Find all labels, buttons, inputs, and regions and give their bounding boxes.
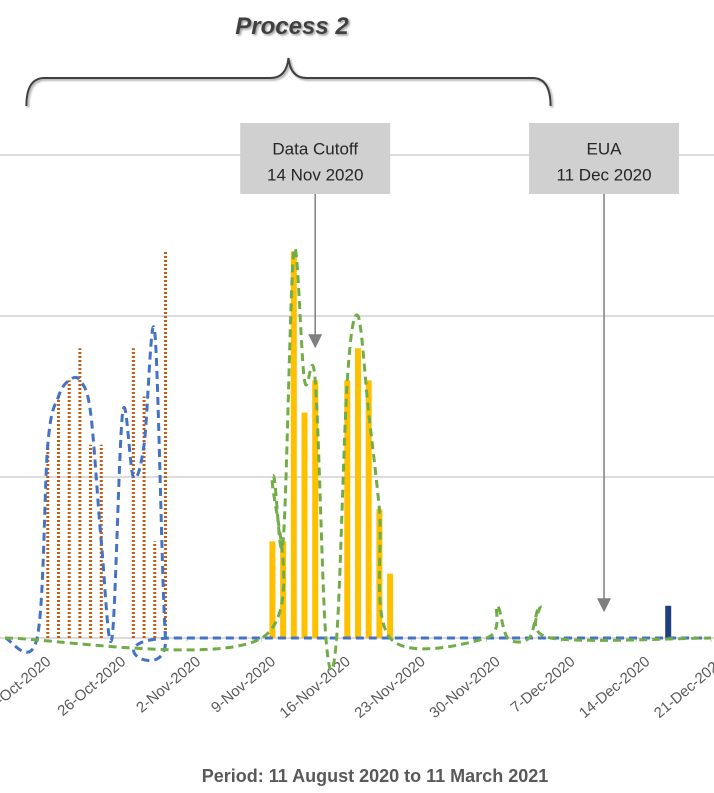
x-tick-label: 9-Nov-2020 <box>208 653 279 716</box>
x-tick-label: 2-Nov-2020 <box>133 653 204 716</box>
chart-title: Process 2 <box>235 13 349 40</box>
annotation-box <box>529 123 680 194</box>
x-tick-label: 19-Oct-2020 <box>0 653 54 720</box>
x-axis-label: Period: 11 August 2020 to 11 March 2021 <box>202 766 548 786</box>
bar <box>269 541 276 638</box>
x-tick-label: 14-Dec-2020 <box>576 653 653 722</box>
x-tick-label: 23-Nov-2020 <box>351 653 428 722</box>
bar <box>365 380 372 638</box>
bar <box>290 251 297 638</box>
x-tick-label: 30-Nov-2020 <box>426 653 503 722</box>
bar <box>665 605 672 638</box>
annotation-box <box>240 123 391 194</box>
x-tick-label: 7-Dec-2020 <box>508 653 579 716</box>
bar <box>344 380 351 638</box>
x-tick-label: 26-Oct-2020 <box>54 653 129 720</box>
bar <box>312 380 319 638</box>
arrow-head <box>308 334 323 349</box>
bar <box>387 573 394 638</box>
bar <box>355 348 361 638</box>
x-tick-label: 16-Nov-2020 <box>277 653 354 722</box>
bar <box>301 412 308 638</box>
process-brace <box>25 57 552 107</box>
annotation-text: Data Cutoff <box>272 139 358 158</box>
annotation-text: 11 Dec 2020 <box>556 165 651 184</box>
line <box>4 246 712 672</box>
arrow-head <box>597 598 612 613</box>
annotation-text: 14 Nov 2020 <box>267 165 363 184</box>
line <box>4 325 711 663</box>
annotation-text: EUA <box>587 139 623 158</box>
x-tick-label: 21-Dec-2020 <box>651 653 714 722</box>
